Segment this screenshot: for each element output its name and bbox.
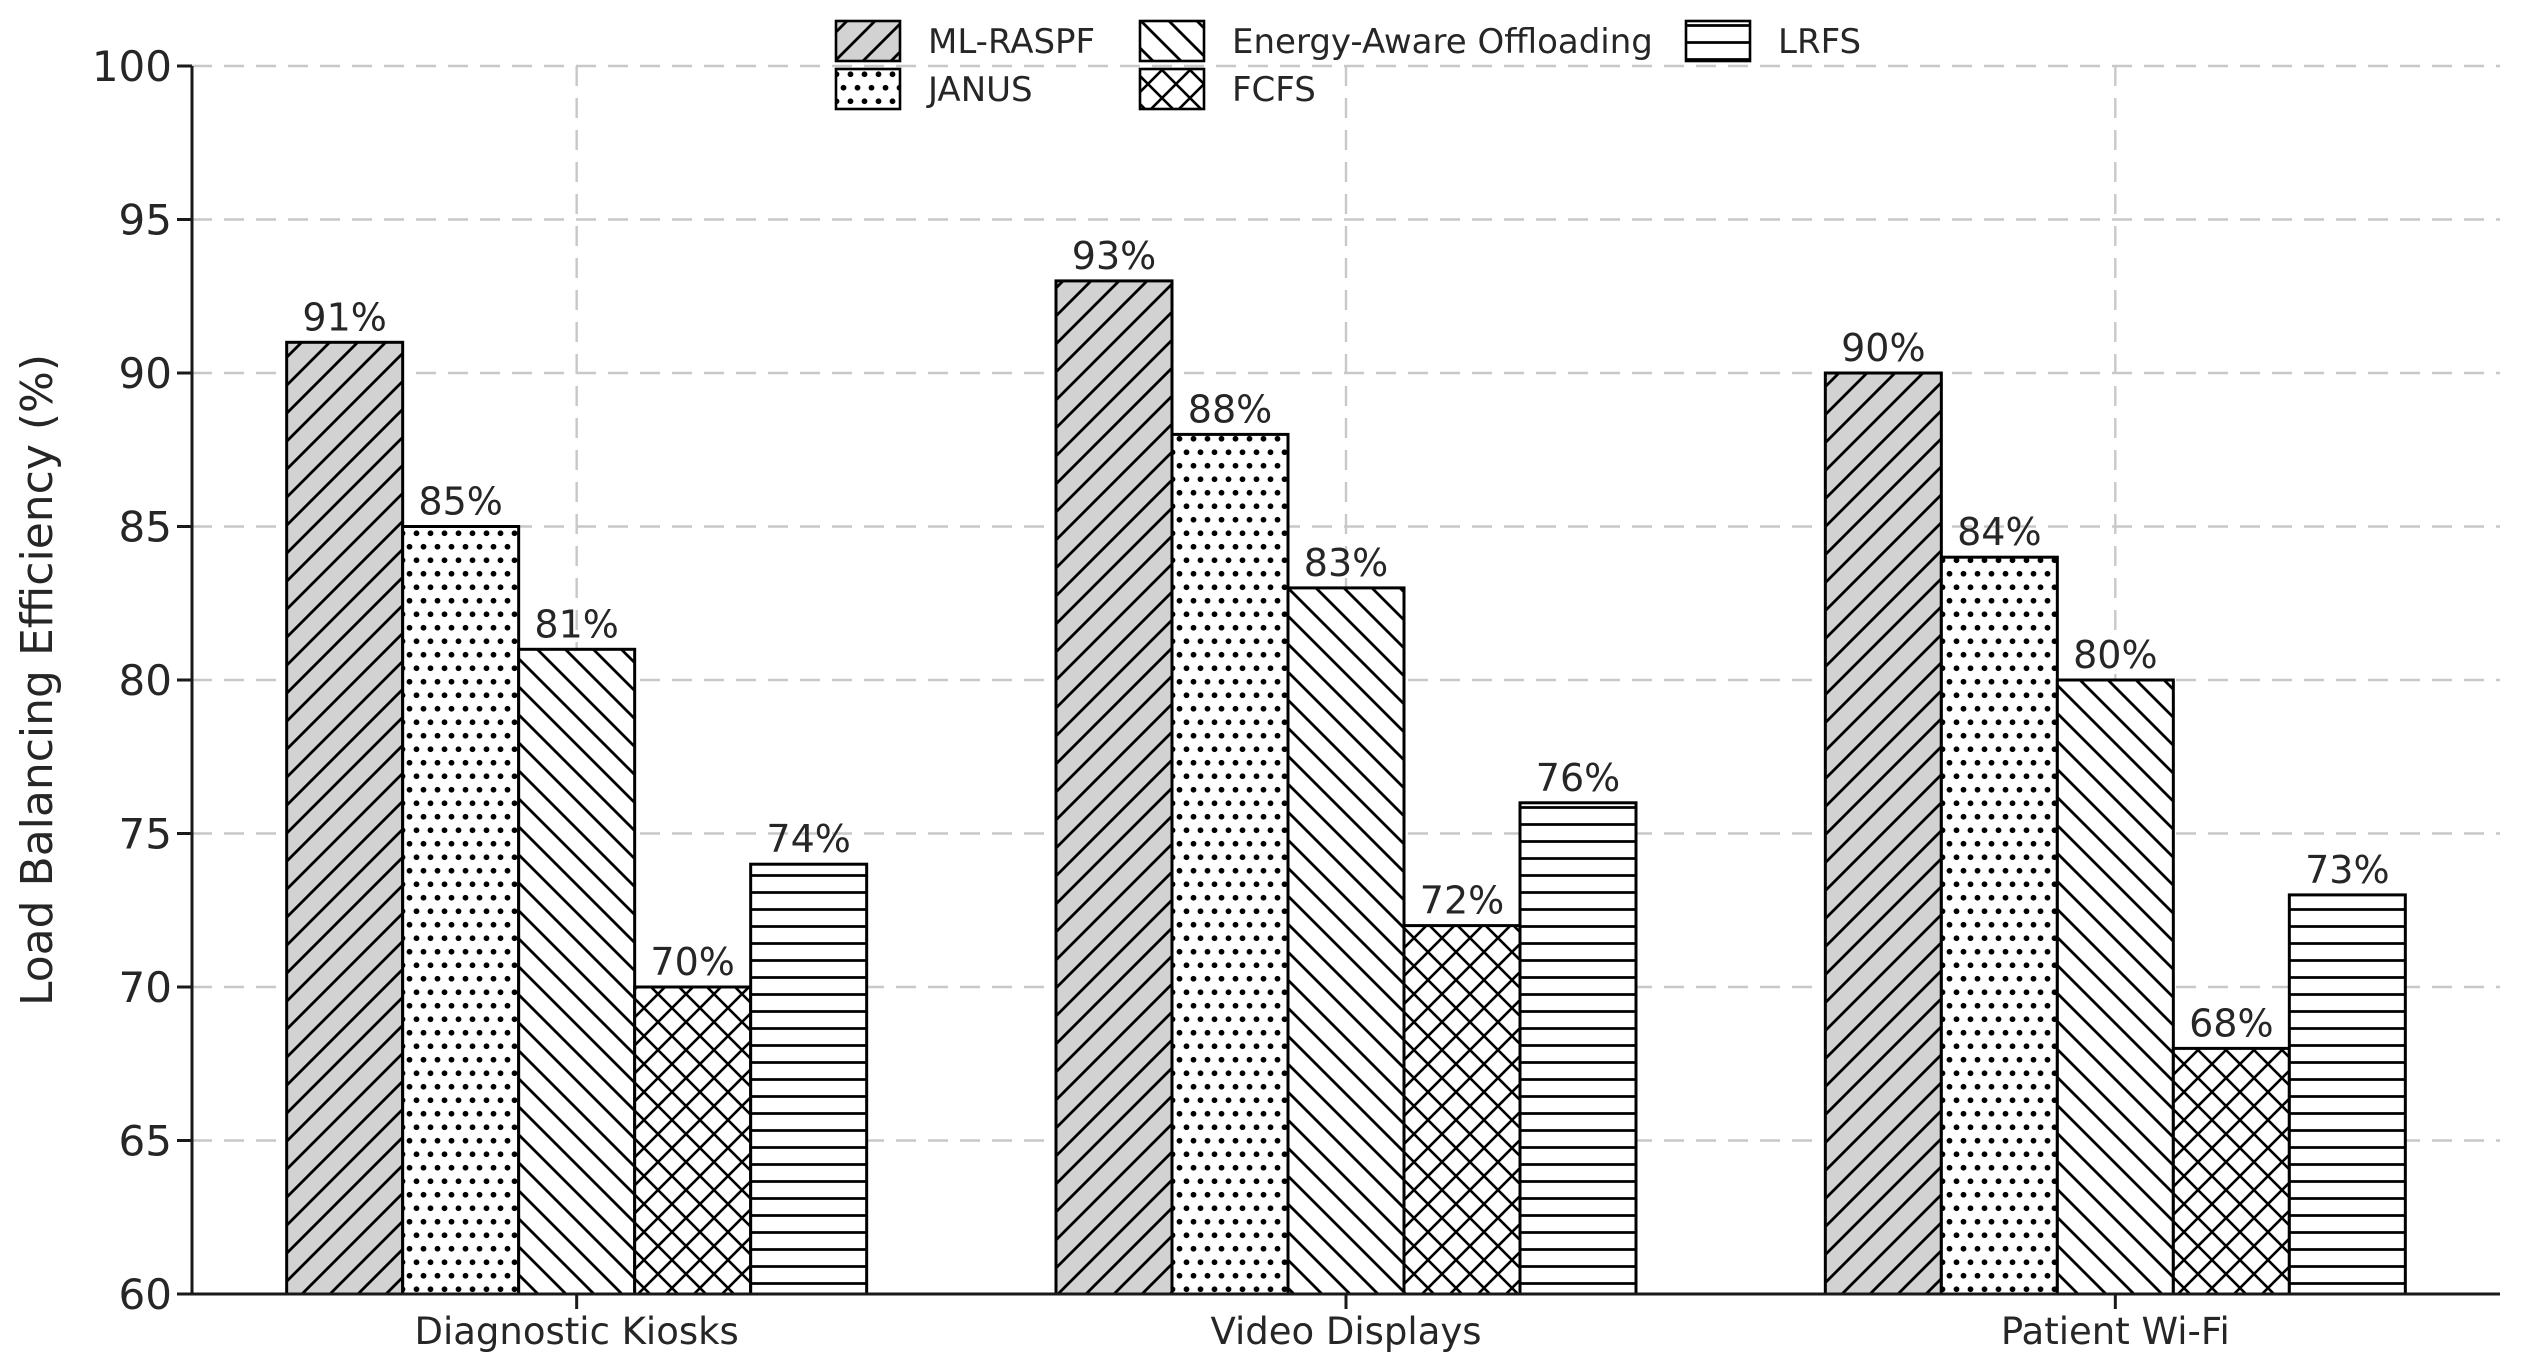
legend-label-Energy-Aware Offloading: Energy-Aware Offloading	[1232, 22, 1653, 62]
value-label: 88%	[1188, 387, 1272, 431]
legend-label-LRFS: LRFS	[1778, 22, 1861, 62]
value-label: 80%	[2073, 633, 2157, 677]
y-tick-label: 75	[119, 810, 172, 859]
value-label: 70%	[650, 940, 734, 984]
value-label: 68%	[2189, 1001, 2273, 1045]
y-tick-label: 85	[119, 503, 172, 552]
bar-FCFS-Video Displays	[1402, 924, 1522, 1296]
y-tick-label: 95	[119, 196, 172, 245]
y-axis-label: Load Balancing Efficiency (%)	[12, 354, 63, 1006]
axes: 60 65 70 75 80 85 90 95 100 Diagnostic Kiosks Vide…	[92, 42, 2500, 1353]
bar-JANUS-Video Displays	[1170, 432, 1290, 1296]
value-label: 84%	[1957, 510, 2041, 554]
bar-ML-RASPF-Patient Wi-Fi	[1823, 371, 1943, 1296]
value-label: 90%	[1841, 326, 1925, 370]
bar-ML-RASPF-Video Displays	[1054, 279, 1174, 1296]
value-label: 93%	[1072, 234, 1156, 278]
bar-JANUS-Patient Wi-Fi	[1939, 555, 2059, 1296]
y-tick-label: 70	[119, 963, 172, 1012]
bar-FCFS-Patient Wi-Fi	[2171, 1046, 2291, 1296]
value-label: 74%	[766, 817, 850, 861]
bar-LRFS-Diagnostic Kiosks	[749, 862, 869, 1296]
y-tick-label: 80	[119, 656, 172, 705]
legend-swatch-ML-RASPF	[834, 19, 902, 63]
legend-swatch-FCFS	[1138, 67, 1206, 111]
legend-label-FCFS: FCFS	[1232, 70, 1316, 110]
bar-LRFS-Patient Wi-Fi	[2287, 893, 2407, 1296]
x-tick-label: Patient Wi-Fi	[2001, 1310, 2230, 1353]
value-label: 72%	[1420, 879, 1504, 923]
x-tick-label: Diagnostic Kiosks	[414, 1310, 738, 1353]
value-label: 83%	[1304, 541, 1388, 585]
bar-ML-RASPF-Diagnostic Kiosks	[285, 340, 405, 1296]
value-label: 91%	[302, 295, 386, 339]
value-label: 81%	[534, 602, 618, 646]
x-tick-label: Video Displays	[1210, 1310, 1481, 1353]
value-label: 85%	[418, 480, 502, 524]
bar-Energy-Aware Offloading-Patient Wi-Fi	[2055, 678, 2175, 1296]
bar-LRFS-Video Displays	[1518, 801, 1638, 1296]
bars: 91% 85% 81% 70% 74% 93% 88% 83% 72% 76% 90% 84% 80% 6…	[285, 234, 2407, 1296]
legend-label-ML-RASPF: ML-RASPF	[928, 22, 1095, 62]
legend-label-JANUS: JANUS	[926, 70, 1033, 110]
legend: ML-RASPF JANUS Energy-Aware Offloading FCFS…	[834, 19, 1861, 111]
bar-Energy-Aware Offloading-Video Displays	[1286, 586, 1406, 1296]
legend-swatch-LRFS	[1684, 19, 1752, 63]
y-tick-label: 90	[119, 349, 172, 398]
bar-JANUS-Diagnostic Kiosks	[401, 525, 521, 1296]
bar-FCFS-Diagnostic Kiosks	[633, 985, 753, 1296]
y-tick-label: 100	[92, 42, 172, 91]
y-tick-label: 65	[119, 1117, 172, 1166]
value-label: 76%	[1536, 756, 1620, 800]
y-tick-label: 60	[119, 1270, 172, 1319]
value-label: 73%	[2305, 848, 2389, 892]
legend-swatch-JANUS	[834, 67, 902, 111]
bar-Energy-Aware Offloading-Diagnostic Kiosks	[517, 647, 637, 1296]
legend-swatch-Energy-Aware Offloading	[1138, 19, 1206, 63]
